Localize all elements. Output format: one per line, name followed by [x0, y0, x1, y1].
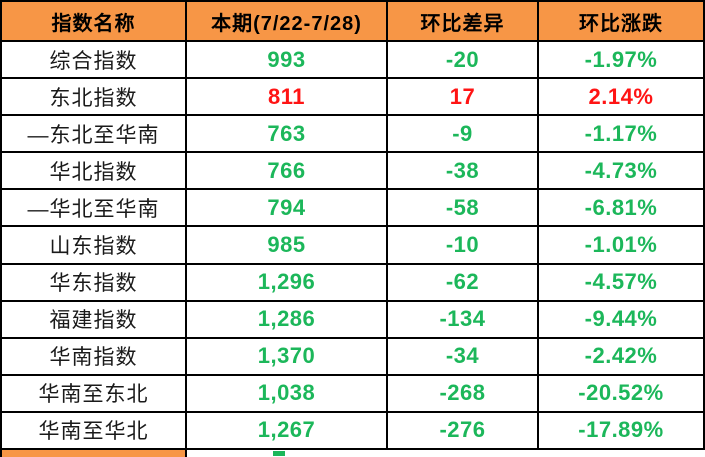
diff-cell: -9 [388, 116, 539, 152]
index-name-cell: 华南至华北 [2, 412, 187, 449]
diff-cell: 17 [388, 79, 539, 115]
table-header-row: 指数名称 本期(7/22-7/28) 环比差异 环比涨跌 [2, 2, 703, 40]
table-row: 华南指数 1,370 -34 -2.42% [2, 336, 703, 374]
index-name-cell: —东北至华南 [2, 116, 187, 152]
current-value-cell: 766 [187, 153, 388, 189]
diff-cell: -58 [388, 190, 539, 226]
pct-cell: -1.97% [584, 46, 658, 72]
next-section-partial-row [0, 450, 705, 457]
diff-cell: -38 [388, 153, 539, 189]
index-name-cell: 福建指数 [2, 301, 187, 337]
current-value-cell: 763 [187, 116, 388, 152]
pct-cell: -1.01% [584, 232, 658, 258]
pct-cell: -2.42% [584, 343, 658, 369]
index-name-cell: —华北至华南 [2, 190, 187, 226]
table-row: 华南至东北 1,038 -268 -20.52% [2, 373, 703, 411]
index-name-cell: 东北指数 [2, 79, 187, 115]
current-value-cell: 993 [187, 42, 388, 78]
column-header-pct-change: 环比涨跌 [579, 12, 663, 35]
column-header-current-period: 本期(7/22-7/28) [187, 2, 388, 40]
column-header-index-name: 指数名称 [2, 2, 187, 40]
next-section-header-cell [0, 450, 187, 457]
pct-cell: -17.89% [578, 417, 664, 443]
diff-cell: -20 [388, 42, 539, 78]
table-row: 福建指数 1,286 -134 -9.44% [2, 299, 703, 337]
table-row: —华北至华南 794 -58 -6.81% [2, 188, 703, 226]
table-row: 东北指数 811 17 2.14% [2, 77, 703, 115]
index-name-cell: 华东指数 [2, 264, 187, 300]
diff-cell: -10 [388, 227, 539, 263]
next-section-value-cell [187, 450, 705, 457]
pct-cell: -6.81% [584, 194, 658, 220]
table-row: 山东指数 985 -10 -1.01% [2, 225, 703, 263]
table-row: 华北指数 766 -38 -4.73% [2, 151, 703, 189]
current-value-cell: 1,038 [187, 375, 388, 411]
diff-cell: -62 [388, 264, 539, 300]
diff-cell: -276 [388, 412, 539, 449]
table-row: 综合指数 993 -20 -1.97% [2, 40, 703, 78]
table-row: —东北至华南 763 -9 -1.17% [2, 114, 703, 152]
index-name-cell: 华北指数 [2, 153, 187, 189]
pct-cell: -9.44% [584, 306, 658, 332]
diff-cell: -34 [388, 338, 539, 374]
pct-cell: -20.52% [578, 380, 664, 406]
index-name-cell: 华南指数 [2, 338, 187, 374]
index-name-cell: 华南至东北 [2, 375, 187, 411]
table-row: 华南至华北 1,267 -276 -17.89% [2, 410, 703, 449]
current-value-cell: 794 [187, 190, 388, 226]
diff-cell: -268 [388, 375, 539, 411]
current-value-cell: 1,296 [187, 264, 388, 300]
column-header-diff: 环比差异 [388, 2, 539, 40]
current-value-cell: 1,267 [187, 412, 388, 449]
index-name-cell: 综合指数 [2, 42, 187, 78]
current-value-cell: 985 [187, 227, 388, 263]
diff-cell: -134 [388, 301, 539, 337]
current-value-cell: 811 [187, 79, 388, 115]
pct-cell: -4.73% [584, 157, 658, 183]
current-value-cell: 1,370 [187, 338, 388, 374]
table-row: 华东指数 1,296 -62 -4.57% [2, 262, 703, 300]
clipped-digit-top [273, 451, 285, 456]
index-name-cell: 山东指数 [2, 227, 187, 263]
pct-cell: -4.57% [584, 269, 658, 295]
pct-cell: 2.14% [588, 83, 654, 109]
current-value-cell: 1,286 [187, 301, 388, 337]
pct-cell: -1.17% [584, 120, 658, 146]
